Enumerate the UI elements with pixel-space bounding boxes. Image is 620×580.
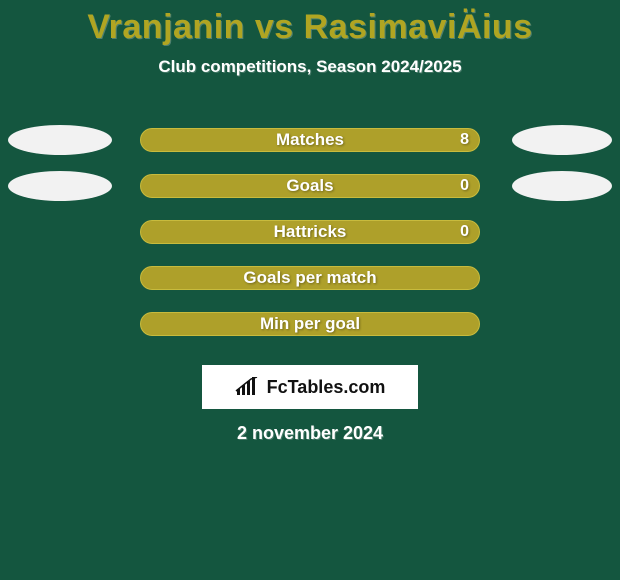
- stat-label: Goals: [286, 176, 333, 196]
- stat-row: Matches 8: [0, 117, 620, 163]
- stat-bar: Min per goal: [140, 312, 480, 336]
- stat-row: Goals 0: [0, 163, 620, 209]
- stat-label: Min per goal: [260, 314, 360, 334]
- date-text: 2 november 2024: [0, 423, 620, 444]
- logo-text: FcTables.com: [267, 377, 386, 398]
- barchart-icon: [235, 377, 261, 397]
- subtitle: Club competitions, Season 2024/2025: [0, 57, 620, 77]
- player-left-ellipse: [8, 125, 112, 155]
- stat-bar: Goals per match: [140, 266, 480, 290]
- stat-value: 8: [460, 131, 469, 149]
- stat-value: 0: [460, 223, 469, 241]
- stat-bar: Matches 8: [140, 128, 480, 152]
- page-title: Vranjanin vs RasimaviÄius: [0, 0, 620, 47]
- stat-label: Goals per match: [243, 268, 376, 288]
- stat-label: Hattricks: [274, 222, 347, 242]
- stat-bar: Hattricks 0: [140, 220, 480, 244]
- player-right-ellipse: [512, 171, 612, 201]
- logo: FcTables.com: [235, 377, 386, 398]
- stat-row: Goals per match: [0, 255, 620, 301]
- stat-row: Min per goal: [0, 301, 620, 347]
- stat-label: Matches: [276, 130, 344, 150]
- logo-box: FcTables.com: [202, 365, 418, 409]
- stats-card: Vranjanin vs RasimaviÄius Club competiti…: [0, 0, 620, 580]
- stat-rows: Matches 8 Goals 0 Hattricks 0 Goals per match M…: [0, 117, 620, 347]
- stat-value: 0: [460, 177, 469, 195]
- player-left-ellipse: [8, 171, 112, 201]
- player-right-ellipse: [512, 125, 612, 155]
- stat-bar: Goals 0: [140, 174, 480, 198]
- stat-row: Hattricks 0: [0, 209, 620, 255]
